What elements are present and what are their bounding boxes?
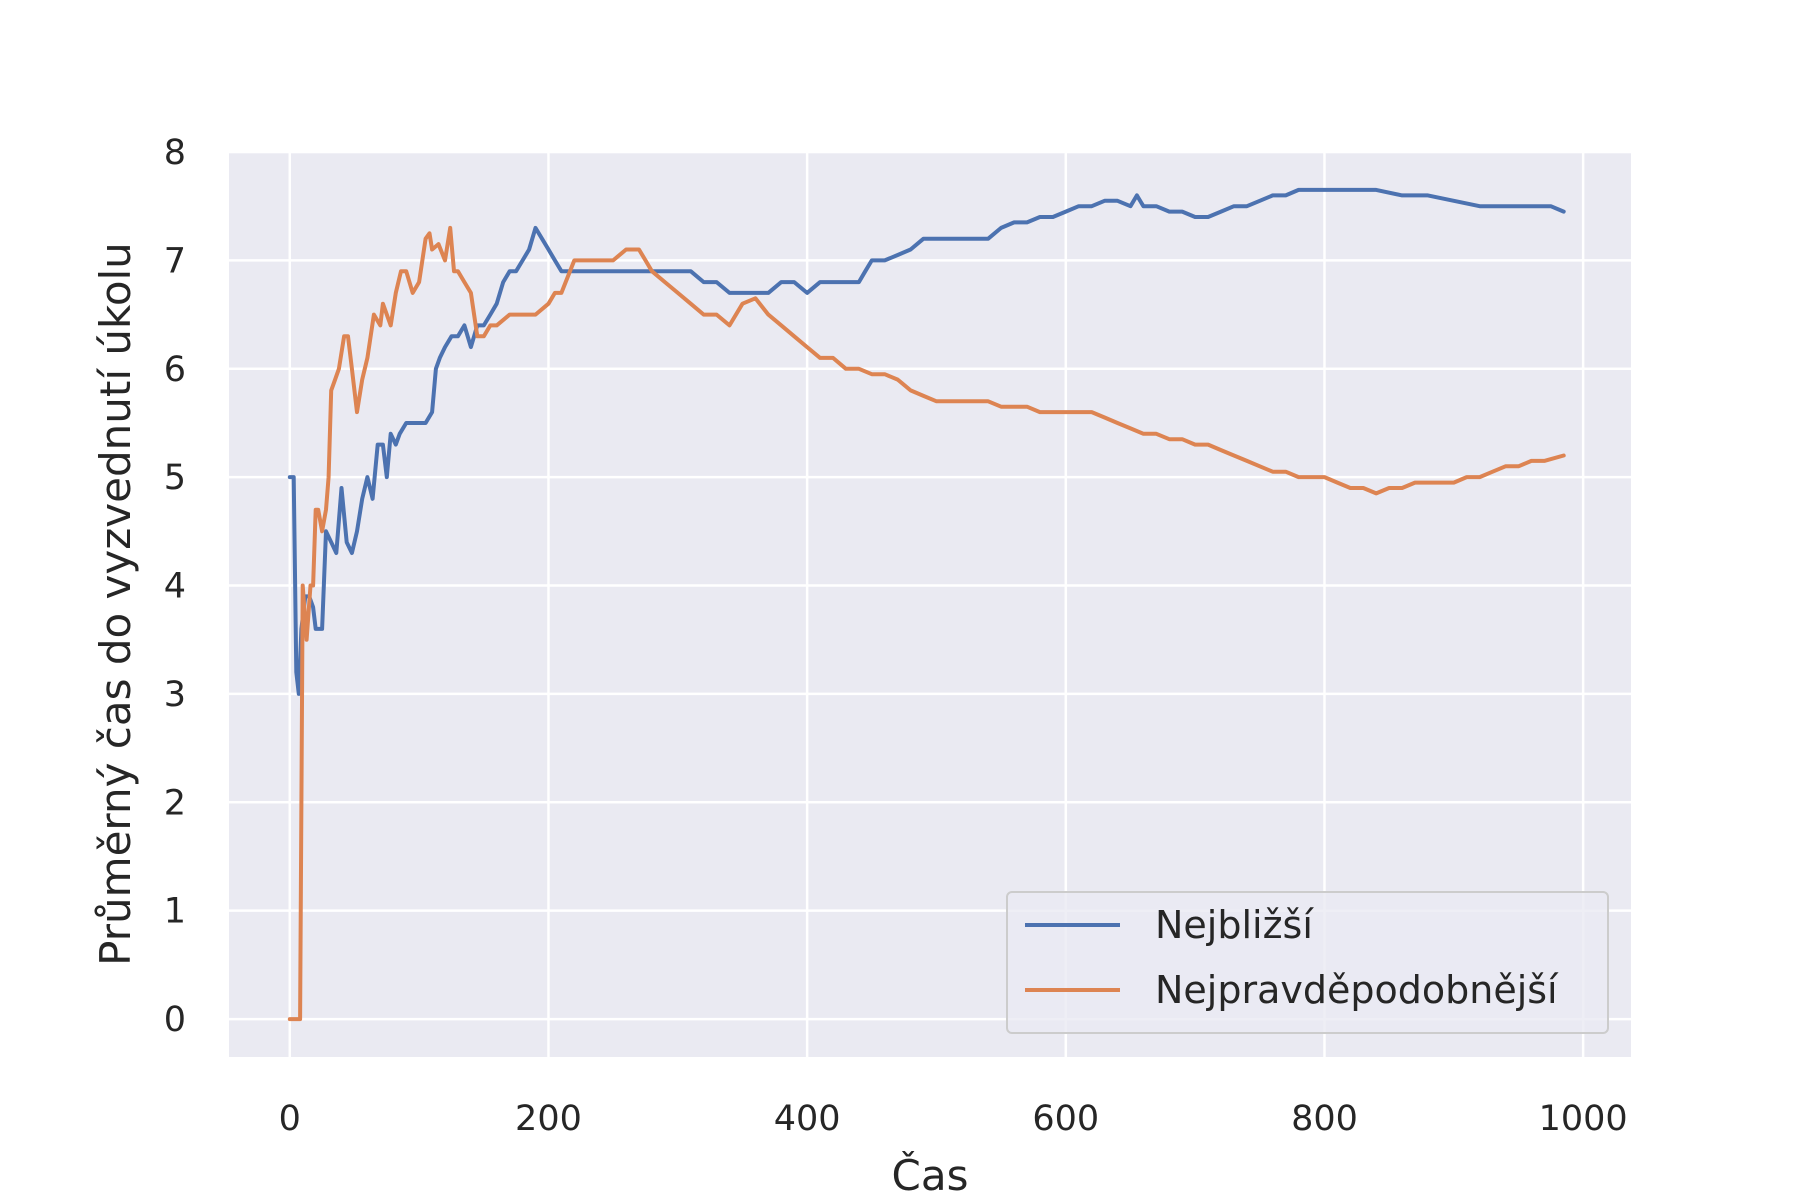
legend-label-nejpravdepodobnejsi: Nejpravděpodobnější [1155, 968, 1559, 1012]
legend: Nejbližší Nejpravděpodobnější [1006, 891, 1609, 1034]
x-tick-label: 600 [1032, 1099, 1099, 1139]
x-tick-label: 400 [774, 1099, 841, 1139]
series-line-0 [287, 187, 1566, 696]
x-tick-label: 1000 [1539, 1099, 1628, 1139]
series-line-1 [287, 225, 1566, 1022]
legend-box [1006, 891, 1609, 1034]
y-tick-label: 3 [164, 675, 186, 715]
x-axis-label: Čas [892, 1150, 969, 1200]
y-tick-label: 4 [164, 567, 186, 607]
x-tick-label: 200 [515, 1099, 582, 1139]
series-layer [287, 187, 1566, 1022]
legend-label-nejblizsi: Nejbližší [1155, 903, 1314, 947]
y-tick-label: 6 [164, 350, 186, 390]
y-tick-label: 5 [164, 458, 186, 498]
y-tick-label: 0 [164, 1000, 186, 1040]
y-tick-label: 7 [164, 241, 186, 281]
y-axis-label: Průměrný čas do vyzvednutí úkolu [91, 242, 140, 966]
x-tick-labels: 0 200 400 600 800 1000 [279, 1099, 1628, 1139]
grid [229, 150, 1631, 1057]
x-tick-label: 0 [279, 1099, 301, 1139]
y-tick-labels: 0 1 2 3 4 5 6 7 8 [164, 133, 186, 1040]
y-tick-label: 2 [164, 783, 186, 823]
x-tick-label: 800 [1291, 1099, 1358, 1139]
y-tick-label: 8 [164, 133, 186, 173]
y-tick-label: 1 [164, 892, 186, 932]
